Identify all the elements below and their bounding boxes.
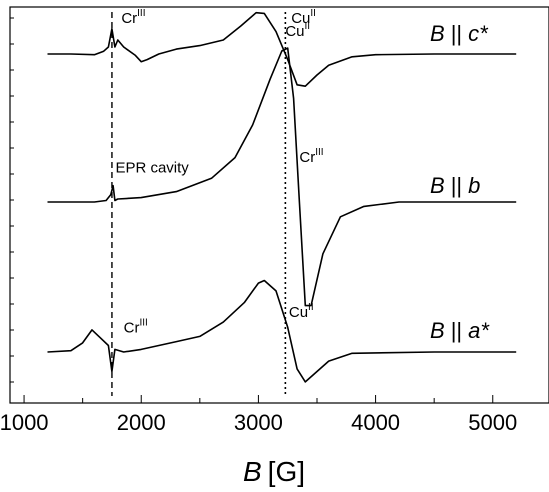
trace-a-star bbox=[47, 279, 517, 383]
x-tick-label: 1000 bbox=[0, 410, 49, 435]
series-labels: B || c*B || bB || a* bbox=[430, 21, 490, 343]
series-label-part: b bbox=[468, 173, 480, 198]
series-group bbox=[47, 11, 517, 383]
series-label-part: || bbox=[451, 173, 462, 198]
annotation-superscript: III bbox=[139, 318, 147, 329]
annotation-superscript: II bbox=[310, 8, 316, 19]
annotation-base: Cr bbox=[124, 320, 140, 337]
plot-frame bbox=[9, 6, 549, 404]
x-axis-ticks: 1000 2000 3000 4000 5000 bbox=[0, 395, 517, 435]
annotation-base: Cr bbox=[121, 10, 137, 27]
annotation-label: CuII bbox=[291, 8, 316, 27]
annotation-base: Cr bbox=[299, 149, 315, 166]
annotation-label: CrIII bbox=[299, 147, 323, 166]
series-label: B || c* bbox=[430, 21, 489, 46]
series-label-part: c* bbox=[468, 21, 489, 46]
annotation-superscript: III bbox=[137, 8, 145, 19]
annotation-superscript: III bbox=[315, 147, 323, 158]
annotation-base: Cu bbox=[285, 23, 304, 40]
y-axis-ticks bbox=[10, 17, 14, 383]
series-label: B || a* bbox=[430, 318, 490, 343]
reference-lines bbox=[111, 12, 287, 396]
series-label-part: B bbox=[430, 21, 445, 46]
x-axis-title: B [G] bbox=[243, 456, 305, 487]
x-tick-label: 3000 bbox=[234, 410, 283, 435]
series-label-part: B bbox=[430, 173, 445, 198]
annotation-base: Cu bbox=[289, 304, 308, 321]
annotation-base: EPR cavity bbox=[115, 159, 189, 176]
annotation-label: EPR cavity bbox=[115, 159, 189, 176]
x-axis-title-unit: [G] bbox=[268, 456, 305, 487]
x-tick-label: 2000 bbox=[117, 410, 166, 435]
trace-b bbox=[47, 47, 517, 307]
series-label-part: B bbox=[430, 318, 445, 343]
series-label: B || b bbox=[430, 173, 480, 198]
annotation-base: Cu bbox=[291, 10, 310, 27]
annotation-superscript: II bbox=[308, 302, 314, 313]
series-label-part: || bbox=[451, 318, 462, 343]
series-label-part: || bbox=[451, 21, 462, 46]
annotation-label: CuII bbox=[285, 21, 310, 40]
annotation-label: CrIII bbox=[121, 8, 145, 27]
annotation-superscript: II bbox=[305, 21, 311, 32]
series-label-part: a* bbox=[468, 318, 490, 343]
x-tick-label: 4000 bbox=[351, 410, 400, 435]
trace-c-star bbox=[47, 11, 517, 87]
x-axis-title-var: B bbox=[243, 456, 262, 487]
annotation-label: CuII bbox=[289, 302, 314, 321]
x-tick-label: 5000 bbox=[468, 410, 517, 435]
annotation-label: CrIII bbox=[124, 318, 148, 337]
